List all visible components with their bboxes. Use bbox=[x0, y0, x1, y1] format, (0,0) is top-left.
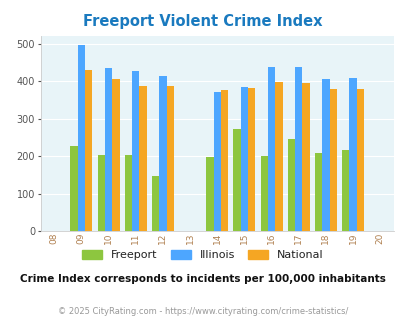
Text: Freeport Violent Crime Index: Freeport Violent Crime Index bbox=[83, 14, 322, 29]
Bar bbox=[275, 82, 282, 231]
Bar bbox=[267, 67, 275, 231]
Bar bbox=[139, 86, 146, 231]
Bar bbox=[124, 155, 132, 231]
Bar bbox=[322, 79, 329, 231]
Legend: Freeport, Illinois, National: Freeport, Illinois, National bbox=[79, 247, 326, 264]
Bar bbox=[356, 89, 363, 231]
Bar bbox=[159, 76, 166, 231]
Bar bbox=[349, 78, 356, 231]
Bar bbox=[302, 83, 309, 231]
Bar bbox=[166, 86, 173, 231]
Bar bbox=[287, 139, 294, 231]
Bar bbox=[213, 92, 220, 231]
Bar bbox=[247, 87, 255, 231]
Bar bbox=[77, 45, 85, 231]
Bar bbox=[132, 71, 139, 231]
Bar bbox=[329, 89, 336, 231]
Bar bbox=[260, 156, 267, 231]
Bar bbox=[240, 87, 247, 231]
Bar bbox=[97, 155, 104, 231]
Text: © 2025 CityRating.com - https://www.cityrating.com/crime-statistics/: © 2025 CityRating.com - https://www.city… bbox=[58, 307, 347, 316]
Bar bbox=[341, 150, 349, 231]
Bar bbox=[112, 79, 119, 231]
Bar bbox=[206, 157, 213, 231]
Bar bbox=[294, 67, 302, 231]
Bar bbox=[104, 68, 112, 231]
Bar bbox=[151, 176, 159, 231]
Bar bbox=[233, 129, 240, 231]
Bar bbox=[314, 153, 322, 231]
Bar bbox=[85, 70, 92, 231]
Text: Crime Index corresponds to incidents per 100,000 inhabitants: Crime Index corresponds to incidents per… bbox=[20, 274, 385, 284]
Bar bbox=[220, 90, 228, 231]
Bar bbox=[70, 146, 77, 231]
